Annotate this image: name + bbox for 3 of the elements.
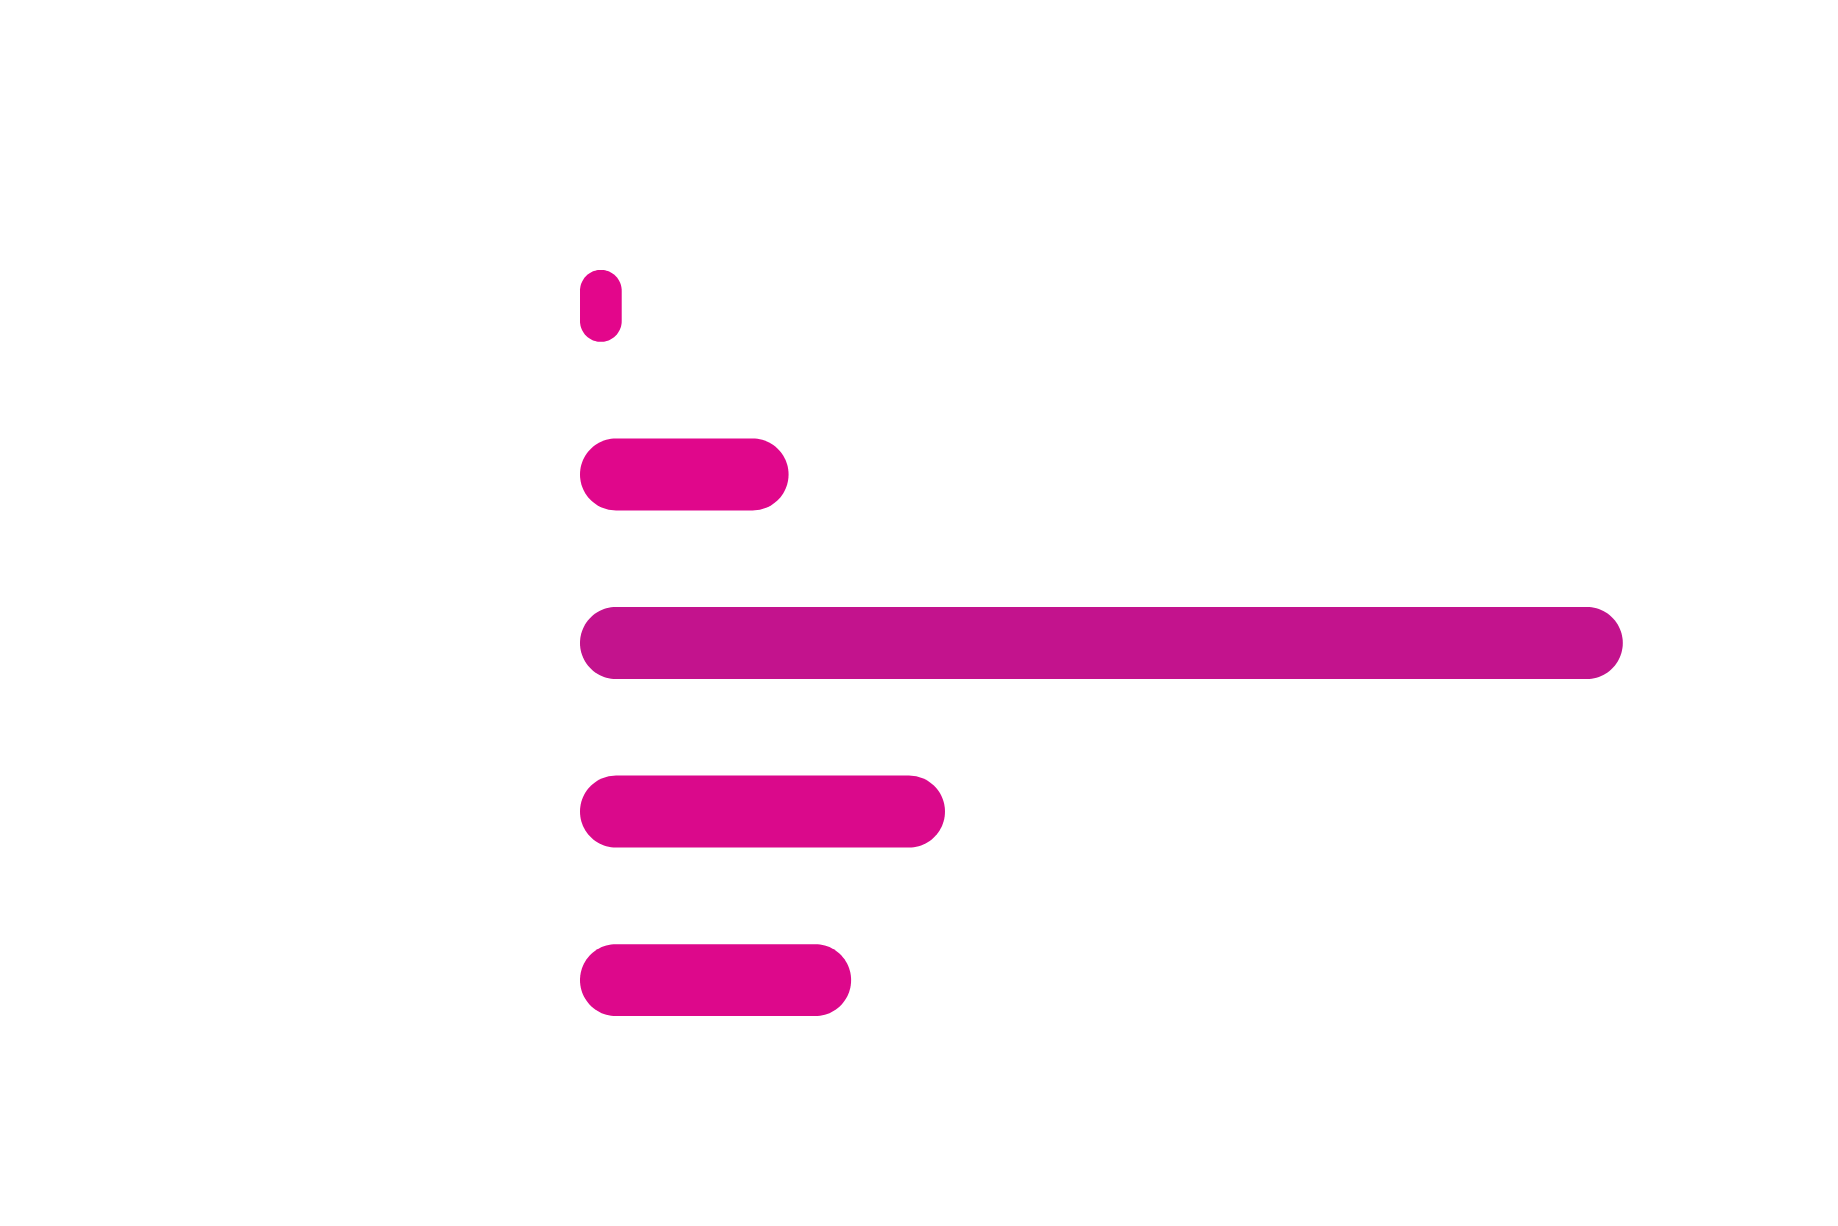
bar [580,775,945,848]
bar [580,944,852,1017]
bar [580,607,1623,679]
